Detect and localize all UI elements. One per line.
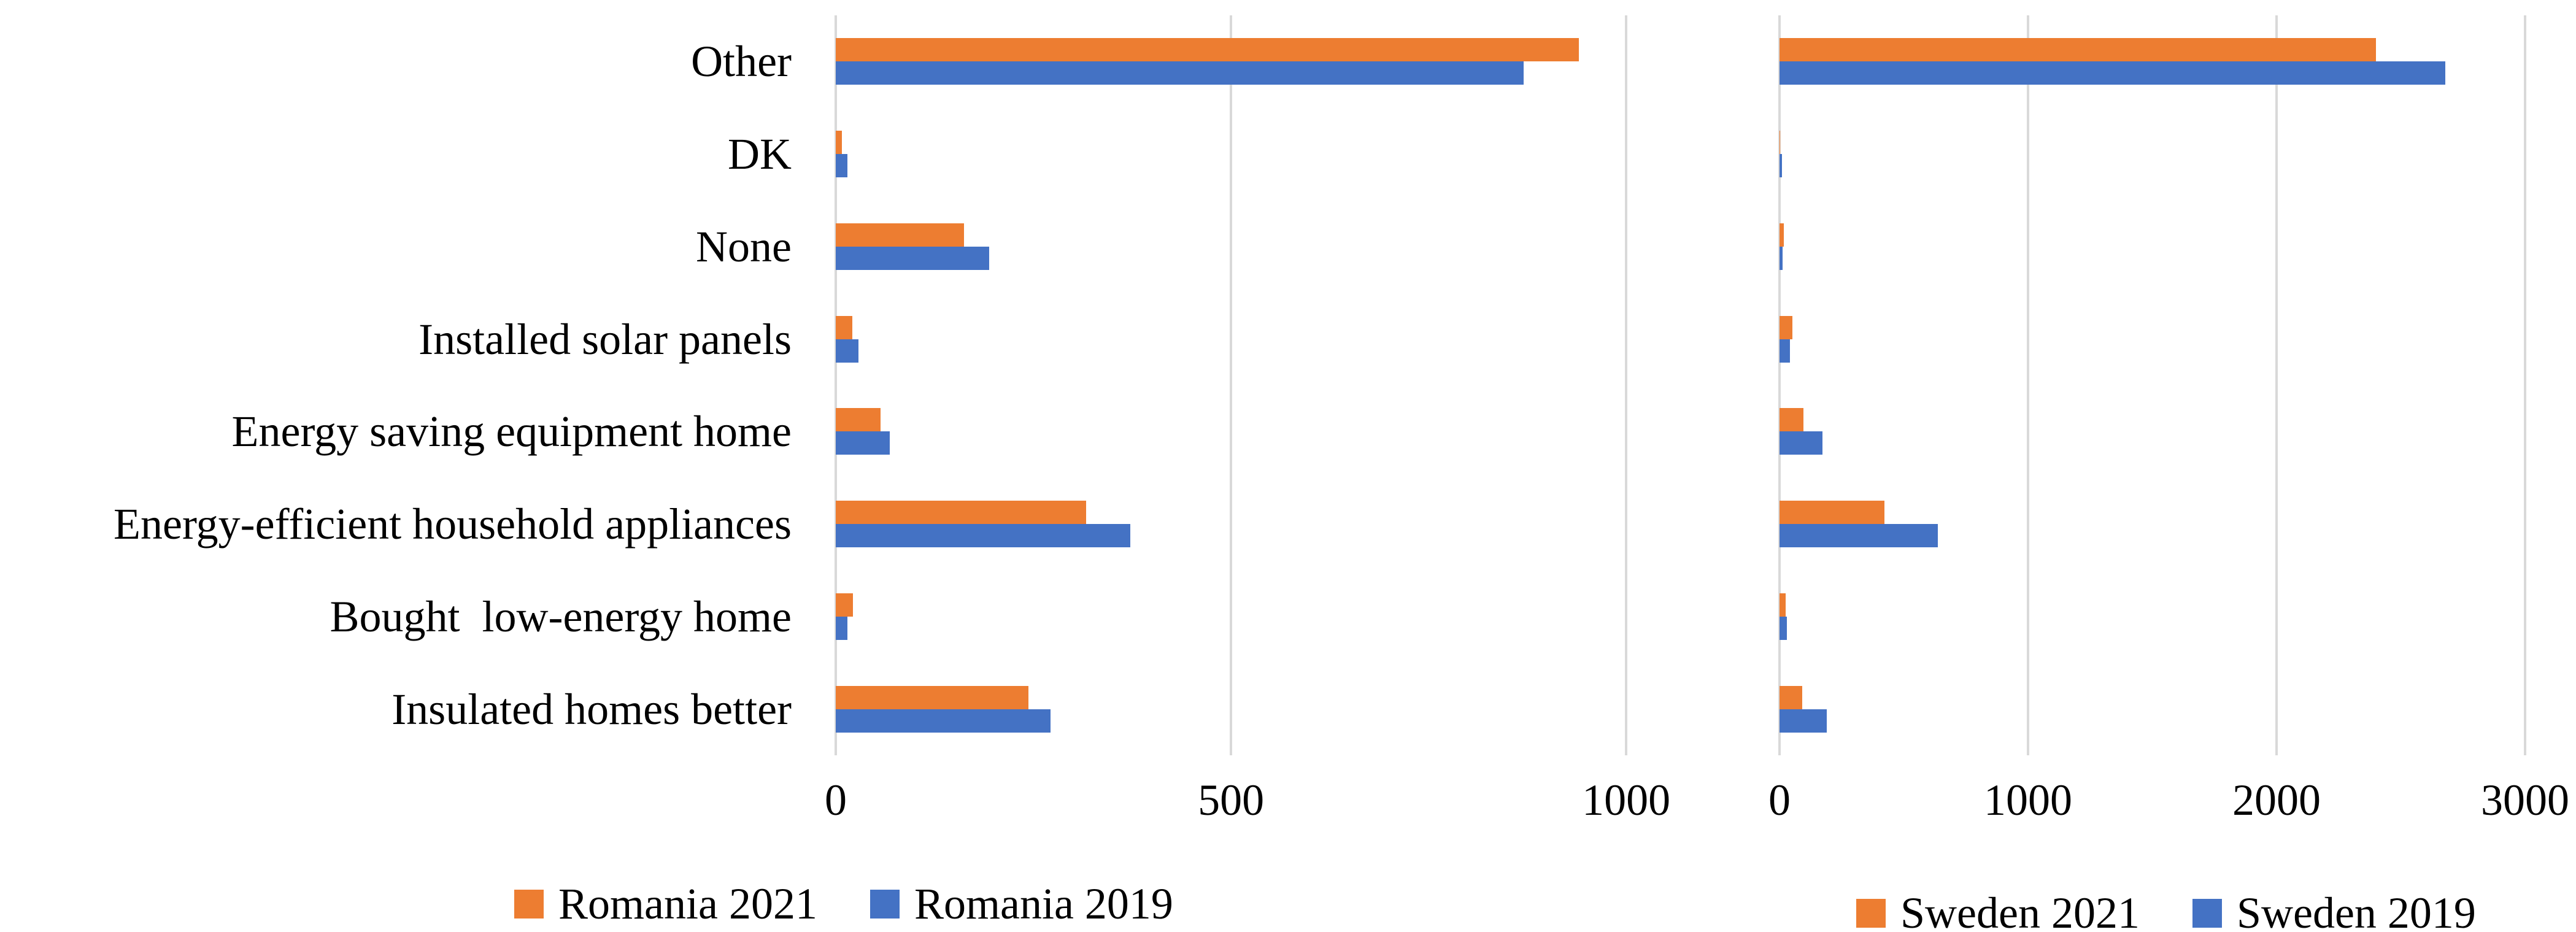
bar-romania-2021-bought-low-energy-home <box>836 593 854 617</box>
bar-sweden-2021-other <box>1780 38 2376 62</box>
category-label-energy-efficient-household-appliances: Energy-efficient household appliances <box>114 499 792 549</box>
bar-sweden-2021-installed-solar-panels <box>1780 315 1793 339</box>
bar-romania-2019-energy-efficient-household-appliances <box>836 524 1131 548</box>
bar-sweden-2021-none <box>1780 223 1784 247</box>
y-axis-line-sweden <box>1778 15 1781 755</box>
category-label-other: Other <box>691 37 792 87</box>
legend-label-sweden-2021: Sweden 2021 <box>1900 888 2140 932</box>
bar-sweden-2021-energy-efficient-household-appliances <box>1780 501 1884 525</box>
x-tick-label-sweden-0: 0 <box>1768 776 1791 825</box>
category-label-none: None <box>696 221 792 271</box>
legend-item-sweden-2019: Sweden 2019 <box>2192 888 2476 932</box>
bar-romania-2019-energy-saving-equipment-home <box>836 431 890 455</box>
bar-sweden-2019-energy-efficient-household-appliances <box>1780 524 1938 548</box>
bar-romania-2021-energy-efficient-household-appliances <box>836 501 1087 525</box>
legend-label-romania-2019: Romania 2019 <box>914 879 1173 928</box>
bar-romania-2021-insulated-homes-better <box>836 685 1029 709</box>
category-label-installed-solar-panels: Installed solar panels <box>418 314 792 364</box>
legend-swatch-icon-sweden-2021 <box>1856 898 1886 928</box>
gridline-3000-sweden <box>2524 15 2526 755</box>
bar-sweden-2019-other <box>1780 61 2446 85</box>
bar-sweden-2021-energy-saving-equipment-home <box>1780 408 1804 432</box>
x-tick-label-romania-1000: 1000 <box>1582 776 1671 825</box>
bar-sweden-2019-installed-solar-panels <box>1780 339 1790 363</box>
bar-sweden-2019-bought-low-energy-home <box>1780 616 1787 640</box>
bar-romania-2019-bought-low-energy-home <box>836 616 848 640</box>
gridline-1000-romania <box>1625 15 1628 755</box>
legend-swatch-icon-romania-2019 <box>870 889 900 919</box>
legend-item-sweden-2021: Sweden 2021 <box>1856 888 2140 932</box>
legend-item-romania-2021: Romania 2021 <box>514 879 817 928</box>
bar-sweden-2019-none <box>1780 246 1783 270</box>
x-tick-label-sweden-1000: 1000 <box>1984 776 2072 825</box>
bar-romania-2019-insulated-homes-better <box>836 709 1051 733</box>
bar-romania-2021-installed-solar-panels <box>836 315 853 339</box>
bar-romania-2021-none <box>836 223 964 247</box>
bar-romania-2019-none <box>836 246 989 270</box>
bar-romania-2021-dk <box>836 131 843 155</box>
legend-item-romania-2019: Romania 2019 <box>870 879 1173 928</box>
x-tick-label-sweden-2000: 2000 <box>2232 776 2321 825</box>
x-tick-label-sweden-3000: 3000 <box>2481 776 2569 825</box>
bar-sweden-2019-energy-saving-equipment-home <box>1780 431 1822 455</box>
gridline-2000-sweden <box>2275 15 2278 755</box>
gridline-1000-sweden <box>2027 15 2029 755</box>
bar-sweden-2021-bought-low-energy-home <box>1780 593 1786 617</box>
category-label-energy-saving-equipment-home: Energy saving equipment home <box>231 407 792 456</box>
legend-sweden: Sweden 2021 Sweden 2019 <box>1856 888 2476 932</box>
bar-sweden-2019-insulated-homes-better <box>1780 709 1827 733</box>
legend-label-romania-2021: Romania 2021 <box>558 879 817 928</box>
bar-romania-2019-other <box>836 61 1524 85</box>
legend-swatch-icon-romania-2021 <box>514 889 544 919</box>
legend-label-sweden-2019: Sweden 2019 <box>2236 888 2476 932</box>
bar-romania-2021-other <box>836 38 1579 62</box>
legend-romania: Romania 2021 Romania 2019 <box>514 879 1173 928</box>
bar-sweden-2021-insulated-homes-better <box>1780 685 1802 709</box>
category-label-insulated-homes-better: Insulated homes better <box>391 684 792 734</box>
bar-romania-2021-energy-saving-equipment-home <box>836 408 881 432</box>
bar-romania-2019-installed-solar-panels <box>836 339 859 363</box>
gridline-500-romania <box>1230 15 1233 755</box>
bar-romania-2019-dk <box>836 154 848 178</box>
bar-sweden-2019-dk <box>1780 154 1783 178</box>
category-label-dk: DK <box>728 129 792 179</box>
y-axis-line-romania <box>835 15 837 755</box>
x-tick-label-romania-500: 500 <box>1198 776 1265 825</box>
legend-swatch-icon-sweden-2019 <box>2192 898 2222 928</box>
x-tick-label-romania-0: 0 <box>825 776 847 825</box>
category-label-bought-low-energy-home: Bought low-energy home <box>330 591 792 641</box>
